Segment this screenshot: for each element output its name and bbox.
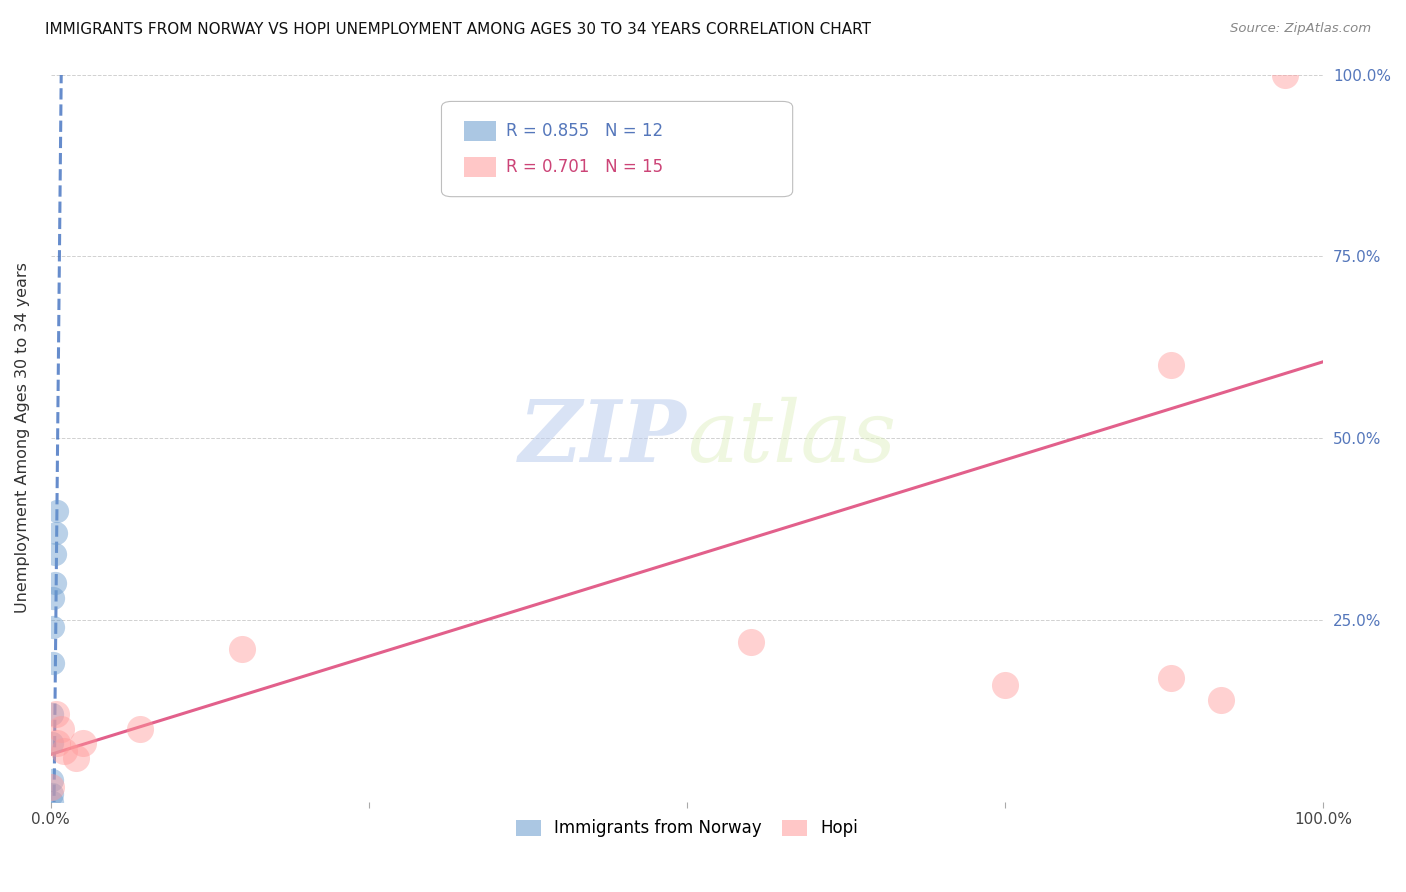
Point [65,751,87,765]
Point [42,620,65,634]
FancyBboxPatch shape [464,157,496,177]
Point [49,722,72,736]
Point [1160,671,1182,685]
Point [46,504,69,518]
FancyBboxPatch shape [441,102,793,196]
Point [740,634,762,648]
Point [1211,693,1233,707]
FancyBboxPatch shape [464,121,496,142]
Point [45,525,67,540]
Text: atlas: atlas [688,397,896,479]
Point [72,736,94,750]
Point [1160,359,1182,373]
Point [52,744,75,758]
Point [129,722,152,736]
Point [42,591,65,605]
Point [41,707,63,722]
Y-axis label: Unemployment Among Ages 30 to 34 years: Unemployment Among Ages 30 to 34 years [15,262,30,614]
Point [41,795,63,809]
Text: Source: ZipAtlas.com: Source: ZipAtlas.com [1230,22,1371,36]
Point [42,657,65,671]
Point [44,547,66,561]
Point [46,736,69,750]
Text: IMMIGRANTS FROM NORWAY VS HOPI UNEMPLOYMENT AMONG AGES 30 TO 34 YEARS CORRELATIO: IMMIGRANTS FROM NORWAY VS HOPI UNEMPLOYM… [45,22,870,37]
Text: R = 0.701   N = 15: R = 0.701 N = 15 [506,158,664,176]
Point [41,787,63,801]
Point [41,772,63,787]
Point [231,641,253,656]
Point [994,678,1017,692]
Point [45,707,67,722]
Text: R = 0.855   N = 12: R = 0.855 N = 12 [506,122,664,140]
Point [1274,68,1296,82]
Point [44,576,66,591]
Text: ZIP: ZIP [519,396,688,480]
Point [39,780,62,794]
Point [41,736,63,750]
Legend: Immigrants from Norway, Hopi: Immigrants from Norway, Hopi [509,813,865,844]
